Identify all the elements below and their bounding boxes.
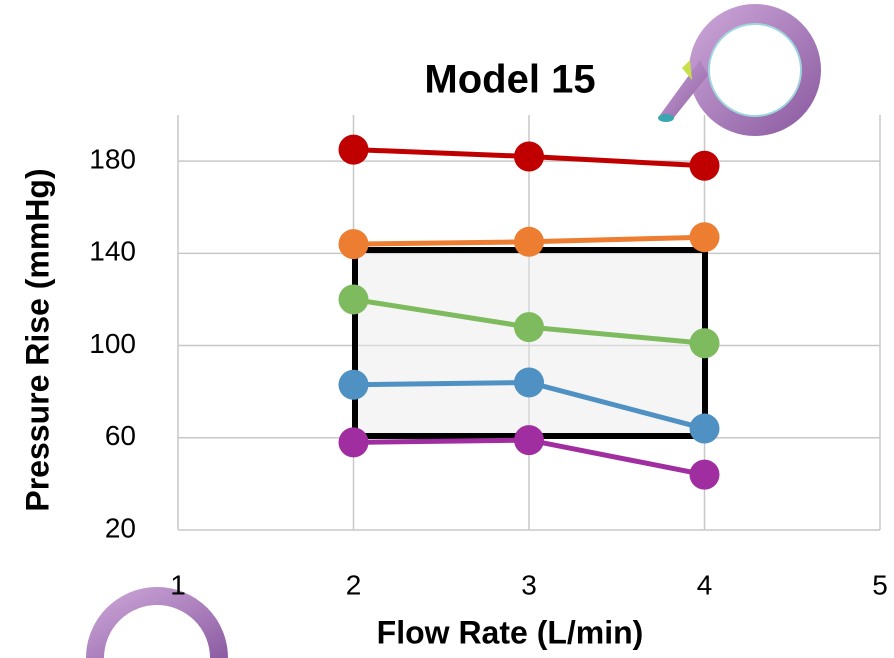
data-point (514, 142, 544, 172)
data-point (514, 367, 544, 397)
x-tick-label: 3 (521, 569, 537, 600)
data-point (690, 460, 720, 490)
y-tick-label: 100 (89, 328, 136, 359)
data-point (514, 312, 544, 342)
y-tick-label: 20 (105, 512, 136, 543)
y-axis-label: Pressure Rise (mmHg) (19, 168, 55, 511)
x-tick-label: 2 (346, 569, 362, 600)
chart-title: Model 15 (424, 58, 595, 102)
data-point (514, 227, 544, 257)
x-axis-label: Flow Rate (L/min) (377, 614, 644, 650)
data-point (514, 425, 544, 455)
data-point (339, 135, 369, 165)
data-point (690, 151, 720, 181)
x-tick-label: 4 (697, 569, 713, 600)
pump-icon-small (95, 596, 219, 658)
highlight-box (355, 250, 705, 436)
pump-icon (658, 14, 811, 126)
data-point (339, 284, 369, 314)
x-tick-label: 5 (872, 569, 888, 600)
data-point (339, 370, 369, 400)
data-point (690, 328, 720, 358)
data-point (339, 229, 369, 259)
y-tick-label: 180 (89, 144, 136, 175)
y-tick-label: 60 (105, 420, 136, 451)
data-point (690, 222, 720, 252)
data-point (690, 414, 720, 444)
x-tick-label: 1 (170, 569, 186, 600)
data-point (339, 427, 369, 457)
chart: Model 15 Flow Rate (L/min) Pressure Rise… (0, 0, 894, 658)
y-tick-label: 140 (89, 236, 136, 267)
